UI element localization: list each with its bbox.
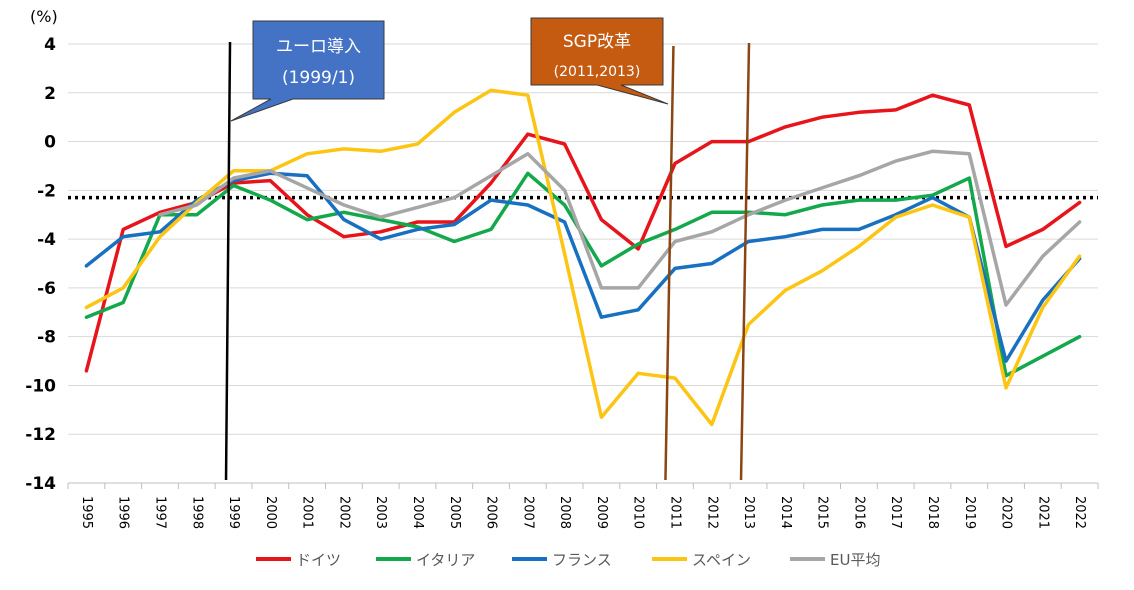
- series-line-4: [158, 149, 1082, 307]
- series-lines: [84, 88, 1082, 427]
- callout-0: ユーロ導入 (1999/1): [230, 20, 385, 122]
- x-tick-label: 2015: [815, 496, 830, 529]
- y-axis-unit: (%): [30, 7, 58, 26]
- x-tick-label: 1996: [116, 496, 131, 529]
- legend-label: スペイン: [692, 551, 751, 569]
- series-line-0: [84, 93, 1082, 373]
- x-tick-label: 2003: [373, 496, 388, 529]
- series-line-1: [84, 171, 1082, 378]
- x-tick-label: 2017: [888, 496, 903, 529]
- x-tick-label: 2013: [741, 496, 756, 529]
- x-tick-label: 2008: [557, 496, 572, 529]
- legend-label: ドイツ: [296, 551, 341, 569]
- x-tick-label: 2016: [851, 496, 866, 529]
- x-tick-label: 2011: [667, 496, 682, 529]
- x-tick-label: 2002: [336, 496, 351, 529]
- legend-item-0: ドイツ: [256, 551, 341, 569]
- series-line-3: [84, 88, 1082, 427]
- callout-1: SGP改革 (2011,2013): [530, 17, 669, 105]
- y-tick-label: 4: [44, 35, 56, 55]
- y-tick-label: -14: [25, 474, 56, 494]
- x-tick-label: 2009: [594, 496, 609, 529]
- callout-title: ユーロ導入: [276, 37, 361, 57]
- callout-subtitle: (2011,2013): [554, 64, 641, 80]
- marker-lines: [224, 41, 751, 481]
- marker-line-1999: [224, 41, 232, 481]
- x-tick-label: 2001: [300, 496, 315, 529]
- x-tick-label: 2021: [1035, 496, 1050, 529]
- x-tick-label: 2007: [520, 496, 535, 529]
- x-tick-label: 1998: [189, 496, 204, 529]
- legend-label: フランス: [552, 551, 612, 569]
- y-tick-label: -6: [37, 279, 56, 299]
- x-tick-label: 2005: [447, 496, 462, 529]
- x-tick-label: 1995: [79, 496, 94, 529]
- y-tick-label: 0: [44, 133, 56, 153]
- y-tick-label: -12: [25, 425, 56, 445]
- y-tick-label: -10: [25, 376, 56, 396]
- x-tick-label: 2006: [484, 496, 499, 529]
- x-tick-label: 2019: [962, 496, 977, 529]
- x-tick-label: 2012: [704, 496, 719, 529]
- x-tick-label: 2000: [263, 496, 278, 529]
- annotation-callouts: ユーロ導入 (1999/1) SGP改革 (2011,2013): [230, 17, 669, 122]
- legend-item-4: EU平均: [790, 551, 880, 569]
- legend: ドイツ イタリア フランス スペイン EU平均: [256, 551, 880, 569]
- x-tick-label: 2014: [778, 496, 793, 529]
- marker-line-2013: [739, 42, 751, 481]
- legend-item-3: スペイン: [652, 551, 751, 569]
- y-tick-label: -8: [37, 328, 56, 348]
- x-tick-label: 2022: [1072, 496, 1087, 529]
- legend-label: イタリア: [416, 551, 475, 569]
- x-axis-ticks: 1995 1996 1997 1998 1999 2000 2001 2002 2003 2004…: [79, 496, 1087, 529]
- callout-box: [230, 20, 385, 122]
- callout-box: [530, 17, 669, 105]
- legend-item-2: フランス: [512, 551, 612, 569]
- y-tick-label: 2: [44, 84, 56, 104]
- x-tick-label: 2004: [410, 496, 425, 529]
- marker-line-2011: [664, 45, 675, 481]
- y-axis-ticks: 4 2 0 -2 -4 -6 -8 -10 -12 -14: [25, 35, 56, 494]
- y-tick-label: -2: [37, 181, 56, 201]
- x-tick-label: 1997: [152, 496, 167, 529]
- x-tick-label: 2010: [631, 496, 646, 529]
- x-tick-label: 2018: [925, 496, 940, 529]
- legend-item-1: イタリア: [376, 551, 475, 569]
- x-tick-label: 1999: [226, 496, 241, 529]
- x-tick-label: 2020: [999, 496, 1014, 529]
- y-tick-label: -4: [37, 230, 56, 250]
- callout-title: SGP改革: [563, 32, 631, 52]
- series-line-2: [84, 171, 1082, 363]
- callout-subtitle: (1999/1): [282, 68, 355, 88]
- legend-label: EU平均: [830, 551, 880, 569]
